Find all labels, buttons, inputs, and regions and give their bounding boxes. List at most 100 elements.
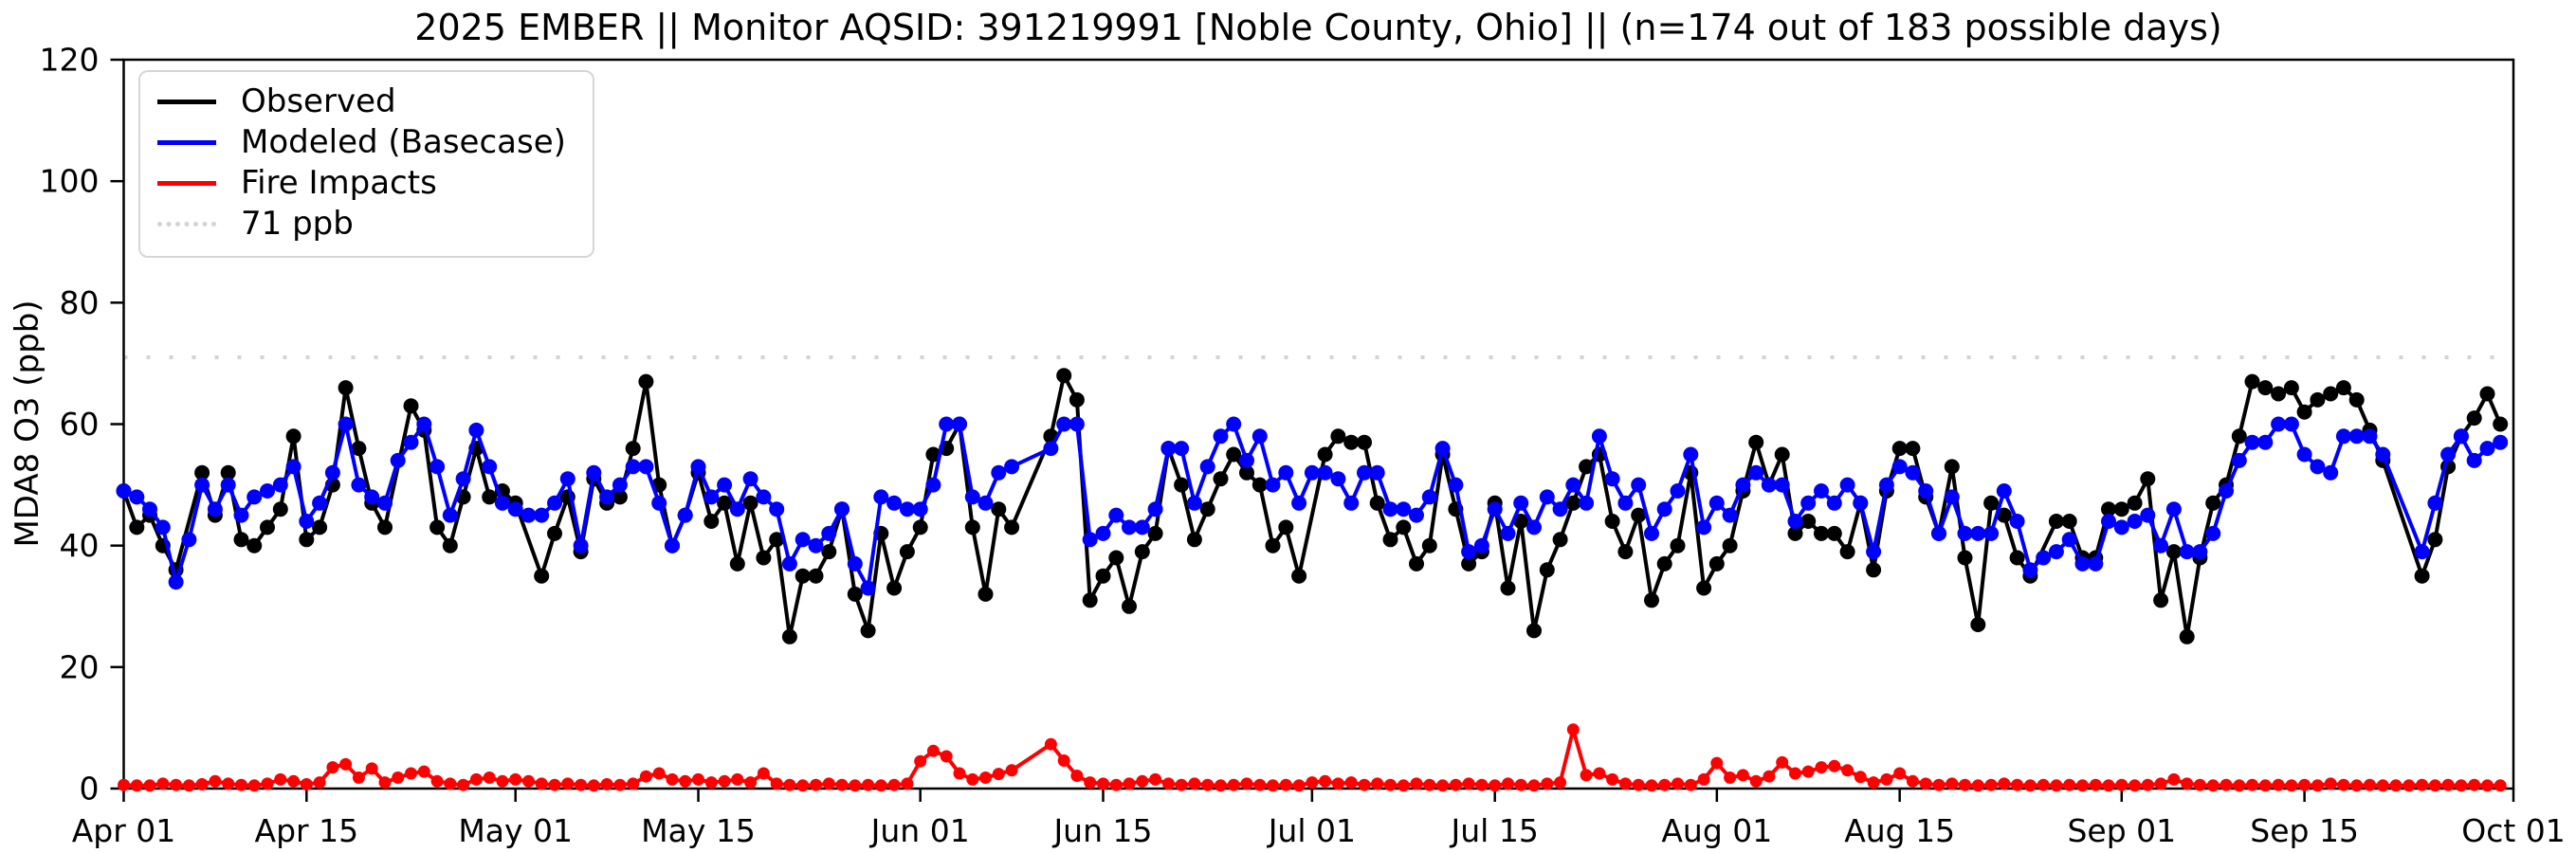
modeled-basecase-point (155, 519, 171, 535)
observed-point (312, 519, 328, 535)
modeled-basecase-point (690, 459, 706, 475)
fire-impacts-point (1449, 778, 1462, 791)
fire-impacts-point (143, 779, 156, 792)
fire-impacts-point (417, 765, 430, 778)
legend-item-fire-impacts: Fire Impacts (157, 163, 566, 204)
fire-impacts-point (1240, 777, 1253, 790)
fire-impacts-point (2285, 779, 2298, 792)
fire-impacts-point (1606, 772, 1619, 786)
fire-impacts-point (1541, 777, 1554, 790)
fire-impacts-point (666, 772, 679, 786)
modeled-basecase-point (390, 452, 406, 468)
fire-impacts-point (352, 771, 365, 784)
modeled-basecase-point (952, 416, 967, 432)
modeled-basecase-point (860, 580, 876, 596)
modeled-basecase-point (1095, 525, 1111, 541)
fire-impacts-point (2468, 778, 2481, 791)
observed-point (1382, 532, 1398, 548)
observed-point (403, 398, 419, 414)
fire-impacts-line-sample (157, 181, 216, 186)
modeled-basecase-point (2440, 446, 2457, 463)
modeled-basecase-point (1487, 501, 1503, 517)
observed-point (1004, 519, 1020, 535)
observed-point (2205, 495, 2221, 511)
observed-point (2296, 404, 2312, 420)
modeled-basecase-point (925, 477, 941, 493)
modeled-basecase-point (2375, 446, 2391, 463)
modeled-basecase-point (233, 507, 249, 523)
y-tick-label: 100 (40, 163, 100, 200)
modeled-basecase-point (364, 489, 380, 505)
observed-point (1330, 428, 1346, 445)
fire-impacts-point (2193, 778, 2206, 791)
fire-impacts-point (926, 744, 940, 757)
modeled-basecase-point (1866, 544, 1882, 560)
modeled-basecase-point (1774, 477, 1790, 493)
fire-impacts-point (444, 777, 457, 790)
fire-impacts-point (901, 777, 914, 790)
observed-point (1748, 434, 1764, 450)
modeled-basecase-point (312, 495, 328, 511)
observed-point (2101, 501, 2116, 517)
observed-point (1670, 537, 1686, 554)
observed-point (1213, 471, 1229, 487)
fire-impacts-point (1149, 772, 1162, 786)
observed-point (2427, 532, 2443, 548)
modeled-basecase-point (1291, 495, 1307, 511)
modeled-basecase-point (1369, 464, 1385, 481)
x-tick-label: Jul 01 (1267, 812, 1356, 849)
observed-point (1226, 446, 1242, 463)
modeled-basecase-point (547, 495, 562, 511)
modeled-basecase-point (717, 477, 733, 493)
observed-point (1108, 550, 1124, 566)
fire-impacts-point (1697, 772, 1710, 786)
fire-impacts-point (2441, 778, 2455, 791)
modeled-basecase-point (1970, 525, 1986, 541)
fire-impacts-point (1984, 778, 1998, 791)
fire-impacts-point (1084, 776, 1097, 789)
modeled-basecase-point (1134, 519, 1150, 535)
modeled-basecase-point (2310, 459, 2326, 475)
modeled-basecase-point (1931, 525, 1946, 541)
modeled-basecase-point (559, 471, 575, 487)
modeled-basecase-point (638, 459, 654, 475)
legend-label-fire-impacts: Fire Impacts (241, 164, 437, 202)
modeled-basecase-point (665, 537, 680, 554)
fire-impacts-point (535, 777, 548, 790)
observed-point (1278, 519, 1294, 535)
fire-impacts-point (679, 774, 692, 788)
x-tick-label: Aug 15 (1844, 812, 1955, 849)
observed-point (534, 568, 550, 584)
modeled-basecase-point (1004, 459, 1020, 475)
modeled-basecase-point (1800, 495, 1817, 511)
modeled-basecase-point (455, 471, 471, 487)
modeled-basecase-point (1239, 452, 1254, 468)
modeled-basecase-point (1357, 464, 1372, 481)
observed-point (220, 464, 236, 481)
modeled-basecase-point (939, 416, 955, 432)
modeled-basecase-point (1944, 489, 1960, 505)
observed-point (964, 519, 980, 535)
modeled-basecase-point (1656, 501, 1672, 517)
observed-point (1239, 464, 1254, 481)
fire-impacts-point (718, 774, 731, 788)
fire-impacts-point (222, 777, 235, 790)
fire-impacts-point (1776, 755, 1789, 769)
fire-impacts-point (810, 778, 822, 791)
modeled-basecase-point (1996, 483, 2012, 499)
modeled-basecase-point (2219, 483, 2234, 499)
fire-impacts-point (2389, 779, 2402, 792)
y-tick-label: 120 (40, 42, 100, 79)
modeled-basecase-point (442, 507, 458, 523)
observed-point (612, 489, 628, 505)
modeled-basecase-point (1409, 507, 1424, 523)
fire-impacts-point (744, 776, 758, 789)
modeled-basecase-point (324, 464, 340, 481)
observed-point (1500, 580, 1516, 596)
modeled-basecase-point (2113, 519, 2129, 535)
fire-impacts-point (1489, 779, 1502, 792)
fire-impacts-point (2416, 778, 2429, 791)
modeled-basecase-point (207, 501, 223, 517)
modeled-basecase-point (873, 489, 889, 505)
fire-impacts-point (1815, 761, 1828, 774)
